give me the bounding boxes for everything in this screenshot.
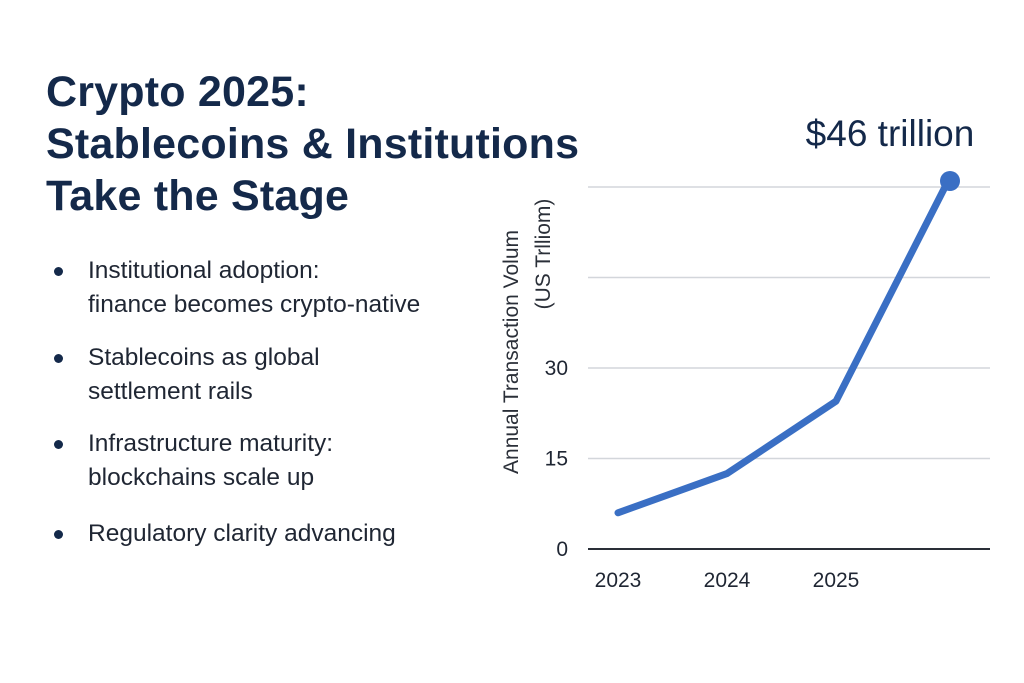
y-tick-label: 30: [545, 357, 568, 380]
y-axis-label: Annual Transaction Volum: [500, 230, 523, 474]
y-tick-label: 0: [556, 538, 568, 561]
bullet-item: Regulatory clarity advancing: [52, 517, 396, 551]
x-tick-labels: 2023 2024 2025: [595, 569, 860, 592]
bullet-text: Institutional adoption:: [88, 257, 320, 284]
bullet-item: Institutional adoption: finance becomes …: [52, 254, 492, 322]
title-line-2: Stablecoins & Institutions: [46, 120, 580, 168]
bullet-text: settlement rails: [88, 378, 253, 405]
bullet-item: Infrastructure maturity: blockchains sca…: [52, 427, 333, 495]
bullet-dot-icon: [54, 354, 63, 363]
y-tick-labels: 0 15 30: [545, 357, 568, 561]
page-title: Crypto 2025: Stablecoins & Institutions …: [46, 66, 666, 222]
y-axis-label-line-1: Annual Transaction Volum: [500, 230, 523, 474]
bullet-text: Regulatory clarity advancing: [88, 520, 396, 547]
bullet-text: finance becomes crypto-native: [88, 291, 421, 318]
series-line: [614, 183, 949, 517]
bullet-text: blockchains scale up: [88, 464, 315, 491]
title-line-1: Crypto 2025:: [46, 68, 309, 116]
bullet-text: Infrastructure maturity:: [88, 430, 334, 457]
x-tick-label: 2023: [595, 569, 642, 592]
y-tick-label: 15: [545, 448, 568, 471]
endpoint-marker: [940, 171, 960, 191]
title-line-3: Take the Stage: [46, 172, 350, 220]
bullet-dot-icon: [54, 440, 63, 449]
series-layer: [614, 171, 960, 517]
bullet-text: Stablecoins as global: [88, 344, 320, 371]
value-callout: $46 trillion: [806, 113, 975, 154]
x-tick-label: 2025: [813, 569, 860, 592]
bullet-dot-icon: [54, 267, 63, 276]
bullet-item: Stablecoins as global settlement rails: [52, 341, 320, 409]
gridlines: [588, 186, 990, 460]
bullet-dot-icon: [54, 530, 63, 539]
label-layer: Annual Transaction Volum (US Trlliom) $46 …: [500, 113, 974, 474]
y-axis-label-2: (US Trlliom): [532, 199, 555, 310]
x-tick-label: 2024: [704, 569, 751, 592]
bullet-list: Institutional adoption: finance becomes …: [52, 254, 492, 547]
